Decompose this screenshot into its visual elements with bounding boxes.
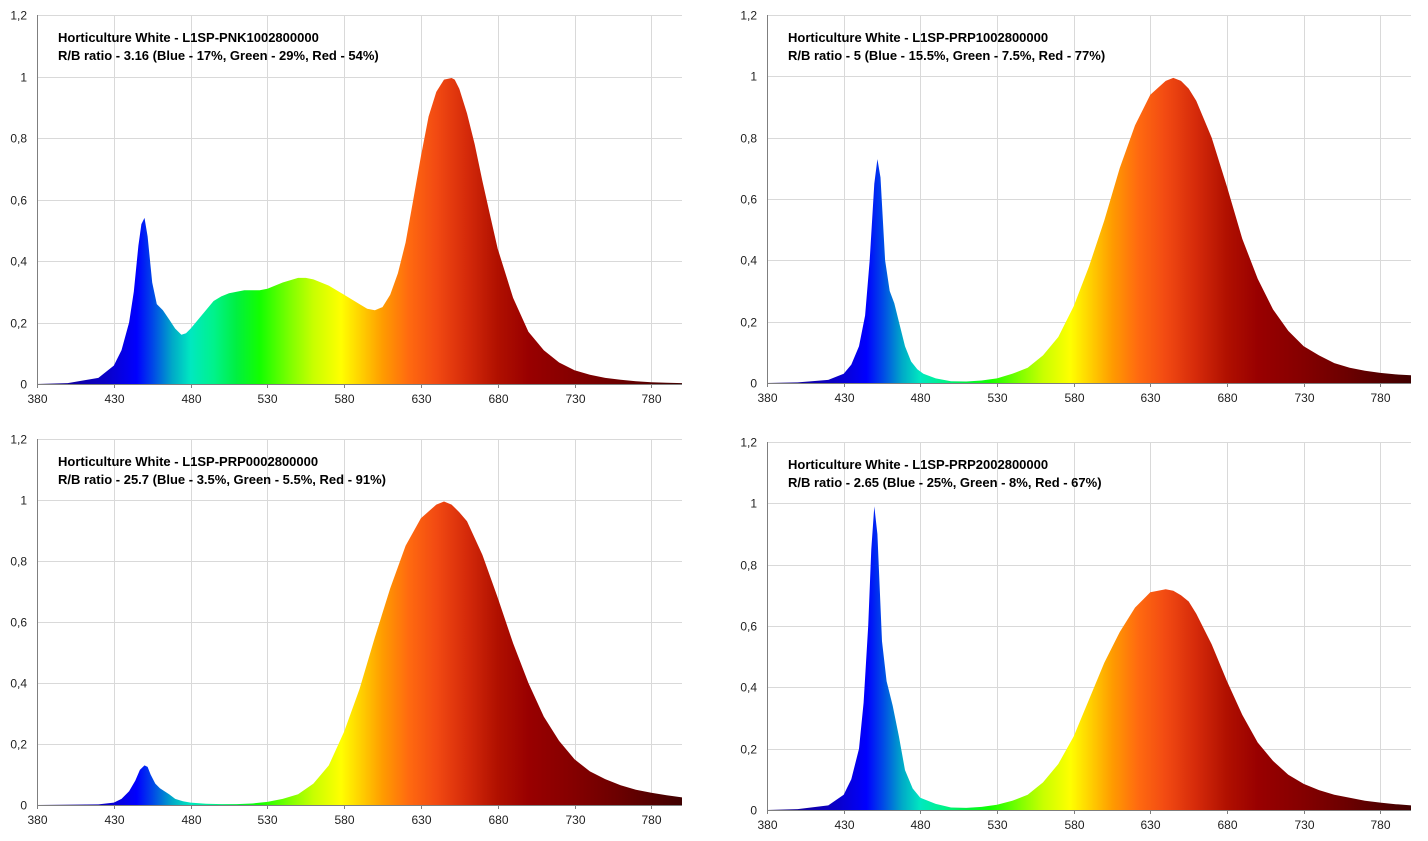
chart-title: Horticulture White - L1SP-PNK1002800000 bbox=[58, 30, 319, 45]
spectrum-area bbox=[37, 78, 682, 384]
y-tick-label: 0,2 bbox=[740, 743, 757, 757]
chart-title: Horticulture White - L1SP-PRP0002800000 bbox=[58, 454, 318, 469]
x-tick-label: 430 bbox=[834, 818, 854, 832]
x-tick-label: 680 bbox=[488, 813, 508, 827]
y-tick-label: 0,6 bbox=[740, 620, 757, 634]
y-tick-label: 1,2 bbox=[740, 436, 757, 450]
y-tick-label: 0,6 bbox=[10, 616, 27, 630]
x-tick-label: 380 bbox=[27, 392, 47, 406]
chart-subtitle: R/B ratio - 25.7 (Blue - 3.5%, Green - 5… bbox=[58, 472, 386, 487]
x-tick-label: 580 bbox=[1064, 391, 1084, 405]
y-tick-label: 1,2 bbox=[10, 433, 27, 447]
chart-panel-2: 0 0,2 0,4 0,6 0,8 1 1,2 380 430 480 530 580 630 680 73… bbox=[729, 0, 1428, 420]
x-tick-label: 480 bbox=[910, 391, 930, 405]
spectrum-area bbox=[37, 501, 682, 805]
x-tick-label: 480 bbox=[181, 392, 201, 406]
y-tick-label: 0 bbox=[20, 799, 27, 813]
y-tick-label: 1 bbox=[20, 71, 27, 85]
y-tick-label: 0,8 bbox=[740, 132, 757, 146]
x-tick-label: 480 bbox=[910, 818, 930, 832]
chart-subtitle: R/B ratio - 3.16 (Blue - 17%, Green - 29… bbox=[58, 48, 379, 63]
x-tick-label: 480 bbox=[181, 813, 201, 827]
x-tick-label: 630 bbox=[411, 813, 431, 827]
chart-panel-1: 0 0,2 0,4 0,6 0,8 1 1,2 380 430 480 530 580 630 680 73… bbox=[0, 0, 714, 420]
x-tick-label: 580 bbox=[1064, 818, 1084, 832]
x-tick-label: 430 bbox=[834, 391, 854, 405]
x-tick-label: 680 bbox=[488, 392, 508, 406]
x-tick-label: 680 bbox=[1217, 818, 1237, 832]
y-tick-label: 0,2 bbox=[10, 317, 27, 331]
y-tick-label: 1,2 bbox=[10, 9, 27, 23]
y-tick-label: 0,4 bbox=[740, 254, 757, 268]
y-tick-label: 0,4 bbox=[740, 681, 757, 695]
y-tick-label: 1,2 bbox=[740, 9, 757, 23]
x-tick-label: 730 bbox=[565, 392, 585, 406]
y-tick-label: 0 bbox=[20, 378, 27, 392]
x-tick-label: 530 bbox=[257, 392, 277, 406]
spectrum-chart-4: 0 0,2 0,4 0,6 0,8 1 1,2 380 430 480 530 580 630 680 73… bbox=[740, 436, 1411, 832]
x-tick-label: 380 bbox=[757, 391, 777, 405]
x-tick-label: 730 bbox=[1294, 818, 1314, 832]
spectrum-area bbox=[767, 506, 1411, 810]
spectrum-chart-3: 0 0,2 0,4 0,6 0,8 1 1,2 380 430 480 530 580 630 680 73… bbox=[10, 433, 682, 827]
y-tick-label: 1 bbox=[750, 497, 757, 511]
x-tick-label: 380 bbox=[27, 813, 47, 827]
chart-subtitle: R/B ratio - 5 (Blue - 15.5%, Green - 7.5… bbox=[788, 48, 1105, 63]
x-tick-label: 780 bbox=[641, 813, 661, 827]
x-tick-label: 680 bbox=[1217, 391, 1237, 405]
x-tick-label: 380 bbox=[757, 818, 777, 832]
y-tick-label: 1 bbox=[750, 70, 757, 84]
x-tick-label: 430 bbox=[104, 392, 124, 406]
chart-title: Horticulture White - L1SP-PRP1002800000 bbox=[788, 30, 1048, 45]
y-tick-label: 0,2 bbox=[740, 316, 757, 330]
chart-subtitle: R/B ratio - 2.65 (Blue - 25%, Green - 8%… bbox=[788, 475, 1102, 490]
spectrum-chart-1: 0 0,2 0,4 0,6 0,8 1 1,2 380 430 480 530 580 630 680 73… bbox=[10, 9, 682, 406]
y-tick-label: 1 bbox=[20, 494, 27, 508]
y-tick-label: 0 bbox=[750, 804, 757, 818]
x-tick-label: 780 bbox=[1370, 391, 1390, 405]
y-tick-label: 0,4 bbox=[10, 255, 27, 269]
x-tick-label: 530 bbox=[257, 813, 277, 827]
y-tick-label: 0 bbox=[750, 377, 757, 391]
spectrum-chart-2: 0 0,2 0,4 0,6 0,8 1 1,2 380 430 480 530 580 630 680 73… bbox=[740, 9, 1411, 405]
x-tick-label: 580 bbox=[334, 813, 354, 827]
y-tick-label: 0,8 bbox=[10, 555, 27, 569]
x-tick-label: 630 bbox=[1140, 818, 1160, 832]
x-tick-label: 430 bbox=[104, 813, 124, 827]
y-tick-label: 0,8 bbox=[740, 559, 757, 573]
y-tick-label: 0,8 bbox=[10, 132, 27, 146]
x-tick-label: 530 bbox=[987, 818, 1007, 832]
spectrum-area bbox=[767, 77, 1411, 384]
y-tick-label: 0,6 bbox=[10, 194, 27, 208]
chart-title: Horticulture White - L1SP-PRP2002800000 bbox=[788, 457, 1048, 472]
x-tick-label: 780 bbox=[1370, 818, 1390, 832]
x-tick-label: 580 bbox=[334, 392, 354, 406]
x-tick-label: 530 bbox=[987, 391, 1007, 405]
x-tick-label: 730 bbox=[565, 813, 585, 827]
x-tick-label: 730 bbox=[1294, 391, 1314, 405]
chart-panel-4: 0 0,2 0,4 0,6 0,8 1 1,2 380 430 480 530 580 630 680 73… bbox=[729, 428, 1428, 841]
y-tick-label: 0,6 bbox=[740, 193, 757, 207]
x-tick-label: 630 bbox=[411, 392, 431, 406]
y-tick-label: 0,4 bbox=[10, 677, 27, 691]
x-tick-label: 630 bbox=[1140, 391, 1160, 405]
y-tick-label: 0,2 bbox=[10, 738, 27, 752]
chart-panel-3: 0 0,2 0,4 0,6 0,8 1 1,2 380 430 480 530 580 630 680 73… bbox=[0, 424, 714, 841]
x-tick-label: 780 bbox=[641, 392, 661, 406]
